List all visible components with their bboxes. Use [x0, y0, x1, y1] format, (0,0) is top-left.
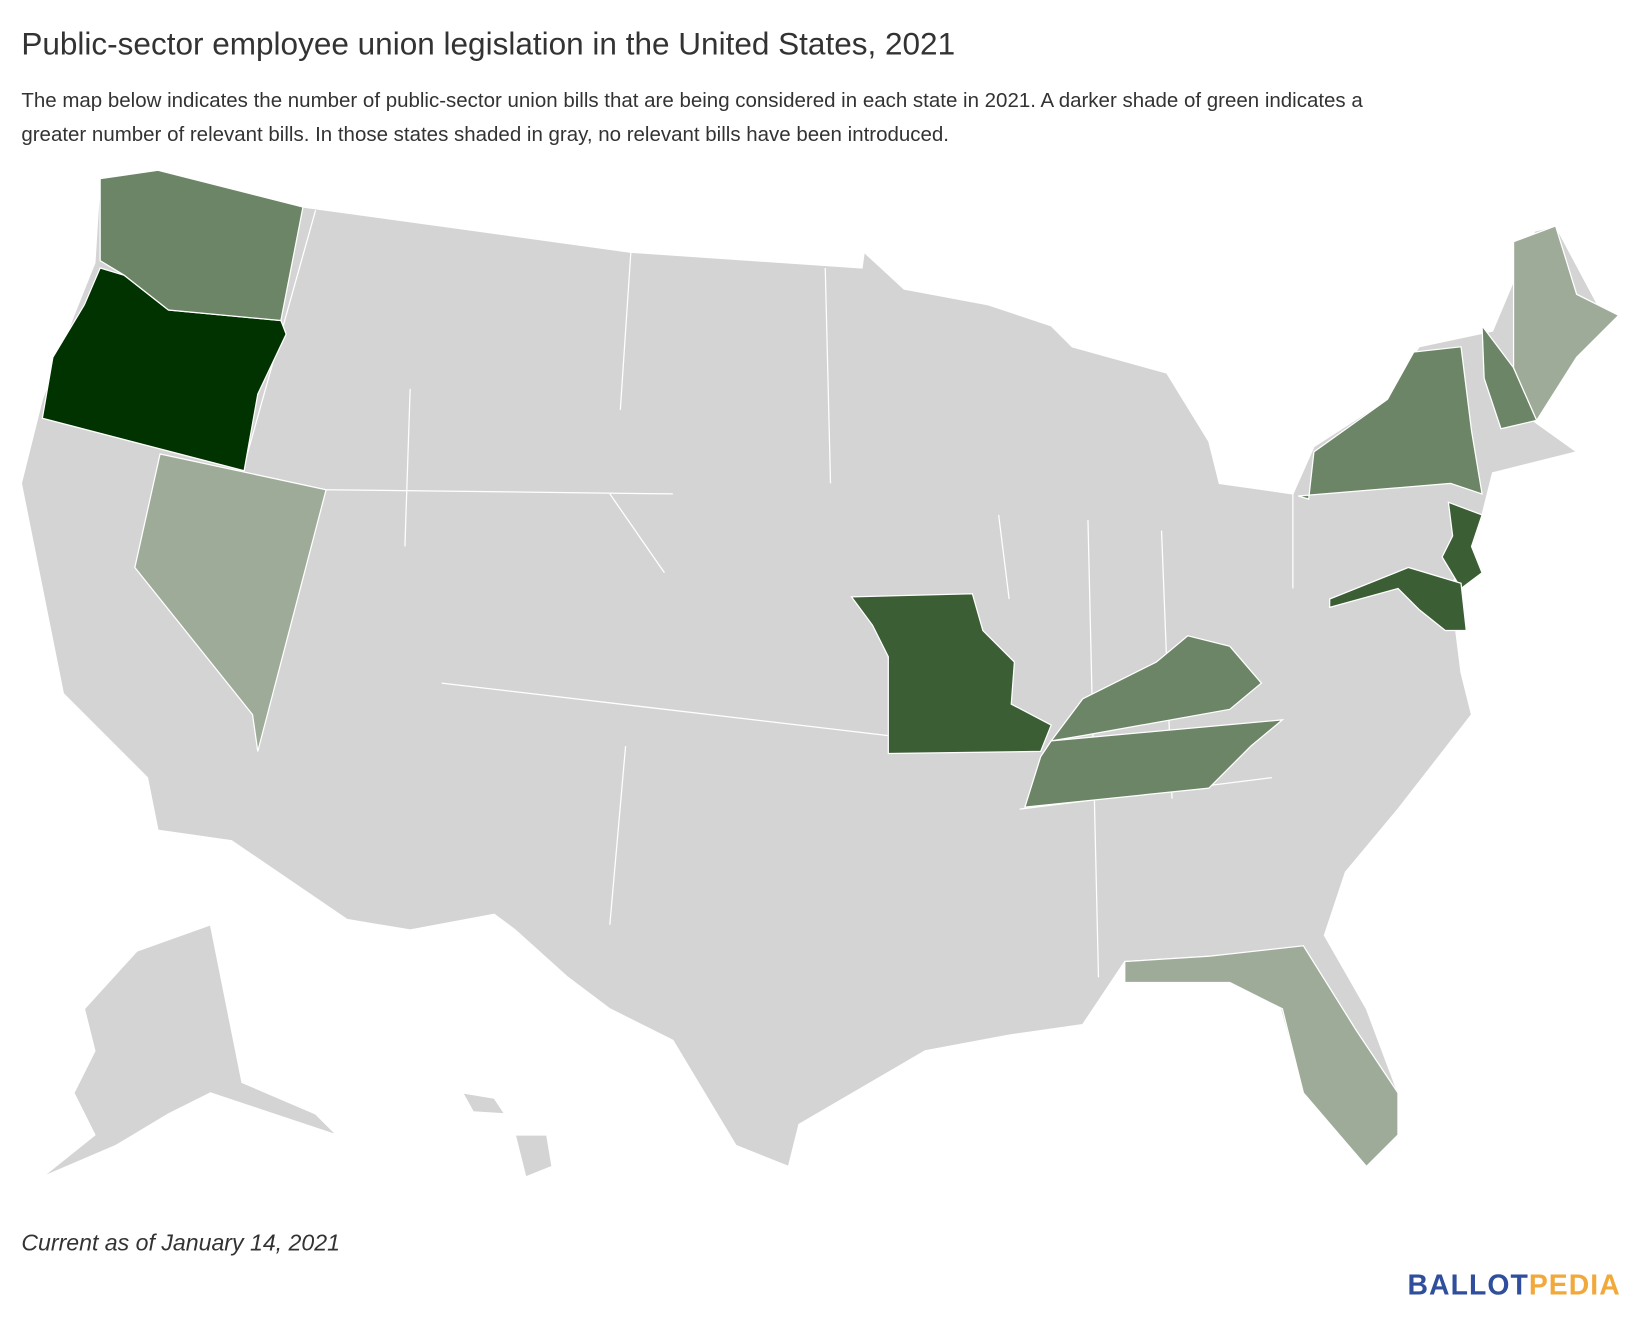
- state-border: [326, 489, 673, 495]
- tennessee: [1024, 719, 1285, 808]
- state-border: [404, 388, 411, 547]
- description-line: The map below indicates the number of pu…: [21, 89, 1363, 112]
- missouri: [850, 593, 1052, 755]
- state-border: [619, 252, 632, 410]
- maryland: [1329, 566, 1467, 632]
- logo: BALLOTPEDIA: [1408, 1270, 1621, 1302]
- state-border: [998, 514, 1010, 600]
- footnote: Current as of January 14, 2021: [21, 1230, 340, 1256]
- state-border: [441, 682, 889, 737]
- alaska: [41, 923, 338, 1178]
- logo-part: BALLOT: [1408, 1270, 1529, 1302]
- land: [20, 169, 1599, 1168]
- map: [20, 169, 1620, 1178]
- state-border: [824, 267, 832, 484]
- nevada: [134, 453, 327, 752]
- new-jersey: [1441, 501, 1483, 590]
- florida: [1124, 945, 1399, 1168]
- maine: [1512, 225, 1620, 422]
- new-york: [1297, 346, 1483, 500]
- hawaii: [461, 1092, 506, 1115]
- state-border: [609, 493, 665, 574]
- logo-part: PEDIA: [1529, 1270, 1621, 1302]
- description-line: greater number of relevant bills. In tho…: [21, 123, 949, 146]
- state-border: [609, 746, 627, 925]
- kentucky: [1049, 635, 1263, 742]
- washington: [99, 169, 304, 322]
- hawaii: [514, 1134, 553, 1178]
- new-hampshire: [1481, 323, 1538, 430]
- title: Public-sector employee union legislation…: [21, 26, 955, 62]
